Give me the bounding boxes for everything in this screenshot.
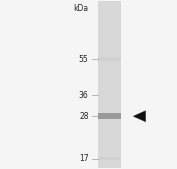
Bar	[98, 113, 121, 119]
Text: kDa: kDa	[73, 4, 88, 13]
Polygon shape	[133, 111, 145, 122]
Text: 36: 36	[79, 91, 88, 100]
Bar	[98, 1, 121, 168]
Bar	[98, 57, 121, 61]
Text: 28: 28	[79, 112, 88, 121]
Bar	[98, 157, 121, 160]
Text: 55: 55	[79, 55, 88, 64]
Text: 17: 17	[79, 154, 88, 163]
